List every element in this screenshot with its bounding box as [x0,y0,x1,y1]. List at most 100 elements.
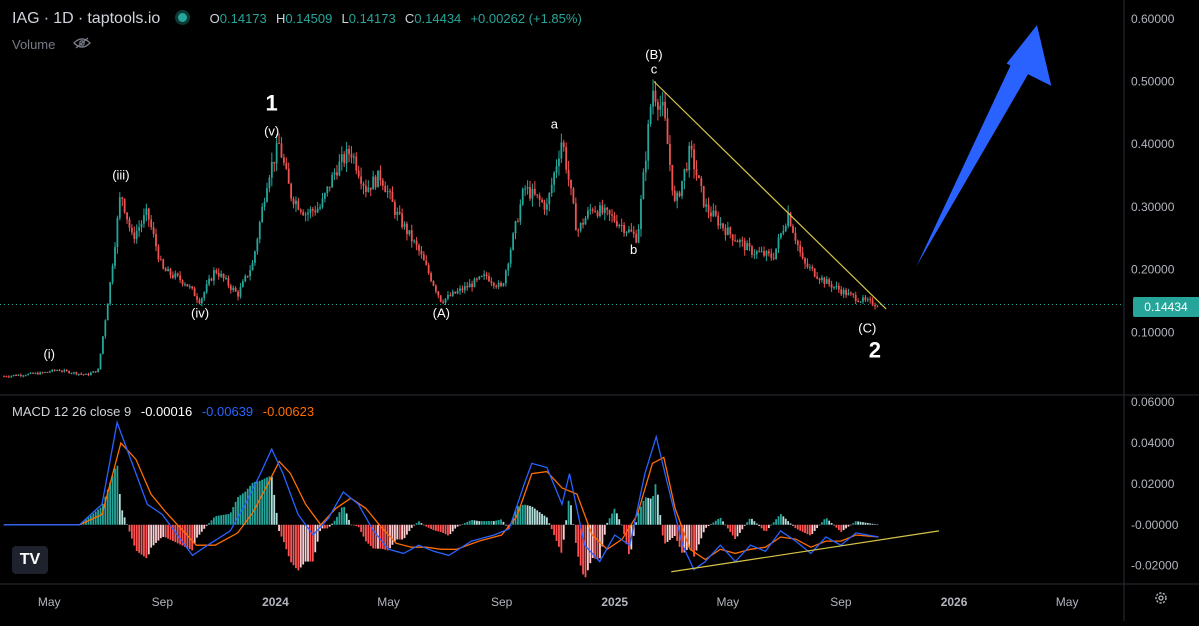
candle-body [444,298,447,303]
macd-histogram-bar [811,524,814,534]
candle-body [292,198,295,205]
macd-histogram-bar [374,524,377,549]
candle-body [567,169,570,180]
candle-body [630,229,633,232]
candle-body [512,233,515,250]
macd-histogram-bar [845,524,847,529]
macd-histogram-bar [613,508,616,525]
macd-histogram-bar [266,477,268,525]
macd-histogram-bar [128,524,131,532]
volume-legend[interactable]: Volume [12,37,91,52]
candle-body [29,372,32,374]
target-arrow [916,25,1052,267]
candle-body [348,148,350,155]
macd-histogram-bar [258,480,261,525]
macd-histogram-bar [775,519,777,525]
candle-body [796,240,799,246]
macd-histogram-bar [623,524,625,535]
candle-body [299,209,302,212]
tradingview-logo[interactable]: TV [12,546,48,574]
symbol-legend[interactable]: IAG · 1D · taptools.io O0.14173 H0.14509… [12,10,587,28]
candle-body [128,219,131,228]
macd-histogram-bar [237,496,239,525]
low-value: 0.14173 [348,11,396,26]
macd-histogram-bar [705,524,708,528]
candle-body [379,170,382,181]
macd-histogram-bar [673,524,676,537]
candle-body [821,277,823,281]
candle-body [702,186,705,207]
macd-histogram-bar [816,524,819,529]
candle-body [307,212,309,215]
macd-histogram-bar [632,524,635,536]
candle-body [519,204,522,222]
candle-body [186,284,189,287]
candle-body [215,270,218,273]
wave-label: (iii) [112,167,129,182]
candle-body [572,188,575,204]
macd-histogram-bar [386,524,389,551]
macd-histogram-bar [309,524,312,562]
candle-body [58,370,61,372]
candle-body [227,277,230,286]
macd-axis-tick-label: -0.00000 [1131,518,1179,532]
candle-body [777,237,780,249]
candle-body [109,282,112,304]
macd-histogram-bar [357,524,360,528]
candle-body [683,168,686,181]
macd-histogram-bar [307,524,309,562]
macd-histogram-bar [567,500,570,525]
candle-body [502,283,505,286]
macd-histogram-bar [167,524,169,539]
candle-body [538,195,541,200]
macd-histogram-bar [138,524,141,553]
macd-histogram-bar [545,517,548,525]
candle-body [637,229,640,243]
macd-histogram-bar [794,524,797,529]
candle-body [560,142,563,159]
candle-body [234,287,237,292]
macd-histogram-bar [620,524,623,526]
candle-body [524,188,527,190]
candle-body [17,374,20,376]
eye-off-icon[interactable] [73,37,91,52]
candle-body [840,289,843,295]
macd-histogram-bar [840,524,843,532]
gear-icon[interactable] [1153,590,1169,611]
legend-separator: · [77,10,84,27]
candle-body [352,156,355,158]
macd-label: MACD 12 26 close 9 [12,404,132,419]
candle-body [24,375,27,377]
macd-signal-line [4,441,879,561]
macd-histogram-bar [594,524,597,559]
candle-body [514,221,517,234]
macd-histogram-bar [328,524,331,527]
candle-body [179,275,182,281]
candle-body [263,201,266,207]
candle-body [82,374,85,376]
macd-histogram-bar [690,524,693,551]
candle-body [449,294,452,296]
candle-body [176,273,179,276]
candle-body [478,276,481,279]
macd-histogram-bar [442,524,445,533]
candle-body [61,371,63,373]
candle-body [324,193,326,199]
macd-histogram-bar [710,524,712,525]
candle-body [664,101,667,119]
macd-histogram-bar [611,513,613,525]
interval-label[interactable]: 1D [53,10,74,27]
macd-histogram-bar [348,519,350,525]
candle-body [360,176,362,184]
candle-body [804,258,806,264]
candle-body [473,278,476,288]
source-label: taptools.io [87,10,161,27]
symbol-name[interactable]: IAG [12,10,40,27]
time-axis-tick-label: Sep [491,595,513,609]
macd-histogram-bar [586,524,589,571]
candle-body [623,225,625,234]
candle-body [401,213,404,228]
macd-legend[interactable]: MACD 12 26 close 9 -0.00016 -0.00639 -0.… [12,404,314,419]
